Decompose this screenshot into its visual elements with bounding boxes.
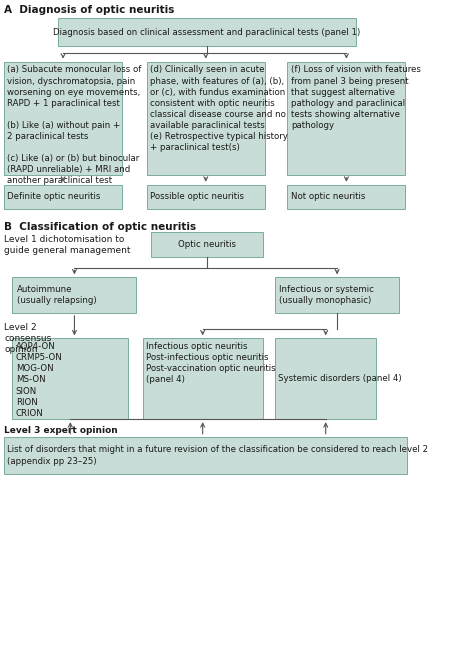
Text: Level 2
consensus
opinion: Level 2 consensus opinion xyxy=(4,323,51,354)
Text: (d) Clinically seen in acute
phase, with features of (a), (b),
or (c), with fund: (d) Clinically seen in acute phase, with… xyxy=(150,65,288,152)
Text: (a) Subacute monocular loss of
vision, dyschromatopsia, pain
worsening on eye mo: (a) Subacute monocular loss of vision, d… xyxy=(8,65,142,185)
FancyBboxPatch shape xyxy=(275,277,399,313)
FancyBboxPatch shape xyxy=(12,277,137,313)
Text: Not optic neuritis: Not optic neuritis xyxy=(291,192,365,202)
FancyBboxPatch shape xyxy=(287,185,405,209)
Text: Possible optic neuritis: Possible optic neuritis xyxy=(150,192,244,202)
FancyBboxPatch shape xyxy=(287,62,405,175)
Text: List of disorders that might in a future revision of the classification be consi: List of disorders that might in a future… xyxy=(8,445,428,466)
Text: B  Classification of optic neuritis: B Classification of optic neuritis xyxy=(4,222,196,231)
FancyBboxPatch shape xyxy=(143,338,263,419)
Text: (f) Loss of vision with features
from panel 3 being present
that suggest alterna: (f) Loss of vision with features from pa… xyxy=(291,65,420,130)
Text: Autoimmune
(usually relapsing): Autoimmune (usually relapsing) xyxy=(17,285,96,305)
FancyBboxPatch shape xyxy=(151,232,263,257)
FancyBboxPatch shape xyxy=(58,18,356,46)
Text: Level 1 dichotomisation to
guide general management: Level 1 dichotomisation to guide general… xyxy=(4,235,131,255)
Text: Level 3 expert opinion: Level 3 expert opinion xyxy=(4,426,118,435)
FancyBboxPatch shape xyxy=(12,338,128,419)
FancyBboxPatch shape xyxy=(4,437,408,474)
FancyBboxPatch shape xyxy=(4,62,122,175)
Text: Definite optic neuritis: Definite optic neuritis xyxy=(8,192,101,202)
FancyBboxPatch shape xyxy=(4,185,122,209)
Text: A  Diagnosis of optic neuritis: A Diagnosis of optic neuritis xyxy=(4,5,174,15)
Text: Infectious or systemic
(usually monophasic): Infectious or systemic (usually monophas… xyxy=(279,285,374,305)
FancyBboxPatch shape xyxy=(147,62,264,175)
Text: Infectious optic neuritis
Post-infectious optic neuritis
Post-vaccination optic : Infectious optic neuritis Post-infectiou… xyxy=(146,342,275,384)
Text: Diagnosis based on clinical assessment and paraclinical tests (panel 1): Diagnosis based on clinical assessment a… xyxy=(53,28,360,36)
Text: Optic neuritis: Optic neuritis xyxy=(178,240,236,249)
FancyBboxPatch shape xyxy=(275,338,376,419)
Text: AQP4-ON
CRMP5-ON
MOG-ON
MS-ON
SION
RION
CRION: AQP4-ON CRMP5-ON MOG-ON MS-ON SION RION … xyxy=(16,342,63,418)
Text: Systemic disorders (panel 4): Systemic disorders (panel 4) xyxy=(278,375,402,383)
FancyBboxPatch shape xyxy=(147,185,264,209)
